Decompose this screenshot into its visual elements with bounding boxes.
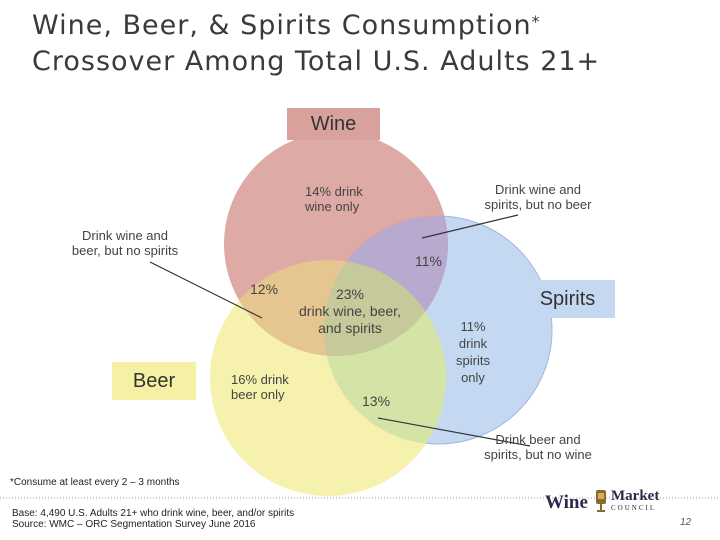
wine-market-council-logo: Wine Market COUNCIL [545, 488, 665, 518]
callout-beer-spirits: Drink beer and spirits, but no wine [484, 432, 592, 462]
wine-glass-icon [596, 490, 606, 512]
base-line-1: Base: 4,490 U.S. Adults 21+ who drink wi… [12, 508, 295, 519]
beer-label: Beer [112, 362, 196, 400]
wine-label: Wine [287, 108, 380, 140]
callout-wine-beer: Drink wine and beer, but no spirits [71, 228, 179, 258]
title-asterisk: * [531, 12, 541, 31]
beer-spirits-pct: 13% [362, 393, 391, 409]
title-line-1: Wine, Beer, & Spirits Consumption [32, 10, 532, 41]
wine-only-text: 14% drink wine only [305, 184, 363, 214]
base-line-2: Source: WMC – ORC Segmentation Survey Ju… [12, 519, 256, 530]
footnote: *Consume at least every 2 – 3 months [10, 477, 180, 488]
title-line-2: Crossover Among Total U.S. Adults 21+ [32, 46, 601, 77]
callout-line-beer-spirits [377, 417, 531, 447]
logo-market-text: Market [611, 488, 660, 504]
logo-council-text: COUNCIL [611, 504, 657, 512]
wine-beer-pct: 12% [250, 281, 279, 297]
logo-wine-text: Wine [545, 492, 588, 513]
callout-wine-spirits: Drink wine and spirits, but no beer [484, 182, 592, 212]
all-three-text: 23% drink wine, beer, and spirits [299, 286, 401, 336]
wine-spirits-pct: 11% [415, 253, 442, 269]
page-number: 12 [680, 517, 692, 528]
beer-only-text: 16% drink beer only [231, 372, 289, 402]
callout-line-wine-spirits [421, 214, 519, 239]
source-note: Base: 4,490 U.S. Adults 21+ who drink wi… [12, 508, 294, 530]
spirits-label: Spirits [520, 280, 615, 318]
callout-line-wine-beer [149, 261, 263, 319]
page-title: Wine, Beer, & Spirits Consumption* Cross… [32, 8, 692, 80]
spirits-only-text: 11% drink spirits only [456, 319, 490, 385]
